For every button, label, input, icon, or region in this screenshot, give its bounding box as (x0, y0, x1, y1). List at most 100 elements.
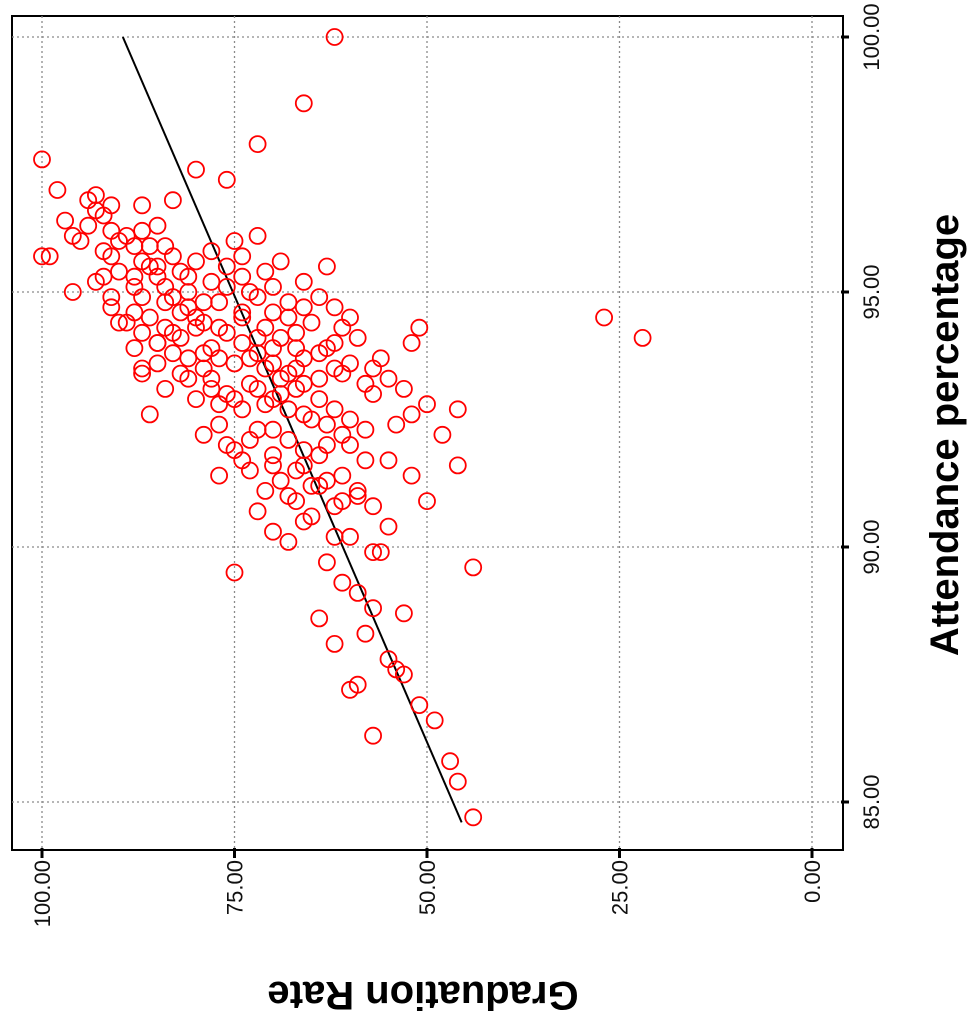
data-point-163 (287, 379, 306, 398)
data-point-137 (187, 252, 205, 271)
data-point-206 (264, 456, 282, 475)
data-point-153 (356, 420, 375, 439)
data-point-234 (402, 405, 421, 424)
data-point-155 (325, 298, 344, 317)
data-point-25 (317, 257, 336, 276)
data-point-21 (33, 247, 51, 266)
data-point-167 (264, 277, 282, 296)
y-axis-ticks: 0.00 25.00 50.00 75.00 100.00 (30, 848, 825, 927)
data-point-82 (379, 517, 398, 536)
data-point-168 (248, 288, 267, 307)
data-point-46 (125, 339, 144, 358)
data-point-196 (171, 328, 190, 347)
data-point-118 (394, 379, 413, 398)
data-point-90 (348, 584, 367, 602)
data-point-67 (279, 430, 298, 449)
data-point-92 (310, 609, 329, 628)
data-point-221 (264, 420, 282, 439)
data-point-164 (233, 247, 252, 266)
data-point-117 (410, 318, 429, 337)
data-point-165 (217, 257, 236, 276)
data-point-158 (348, 328, 367, 347)
data-point-107 (433, 425, 452, 444)
data-point-49 (179, 349, 198, 368)
data-point-32 (63, 283, 82, 301)
data-point-173 (287, 339, 306, 358)
data-point-120 (271, 252, 290, 271)
data-point-134 (248, 226, 267, 245)
data-point-100 (364, 726, 383, 745)
data-point-98 (410, 696, 429, 714)
data-point-210 (279, 487, 298, 505)
data-point-169 (294, 298, 313, 317)
data-point-75 (271, 471, 290, 490)
y-tick-label-4: 100.00 (30, 860, 55, 927)
data-point-184 (148, 216, 167, 235)
data-point-172 (271, 328, 290, 347)
data-point-177 (248, 379, 267, 398)
data-point-199 (194, 359, 213, 378)
data-point-198 (210, 349, 229, 368)
data-point-195 (156, 318, 175, 337)
x-tick-label-2: 95.00 (859, 264, 884, 319)
data-point-159 (317, 339, 336, 358)
data-point-183 (341, 436, 359, 454)
data-point-26 (110, 262, 128, 281)
data-point-1 (294, 94, 313, 113)
data-point-89 (333, 573, 352, 592)
data-point-138 (171, 262, 190, 281)
x-axis-ticks: 85.00 90.00 95.00 100.00 (841, 3, 884, 830)
data-point-56 (156, 379, 175, 398)
data-point-189 (148, 257, 167, 276)
data-point-17 (71, 232, 90, 250)
data-point-171 (256, 318, 275, 337)
data-point-133 (364, 385, 383, 403)
data-point-207 (287, 461, 306, 480)
data-point-176 (271, 369, 290, 388)
y-tick-label-3: 75.00 (223, 860, 248, 915)
data-point-51 (133, 359, 152, 378)
data-point-187 (140, 237, 159, 256)
data-point-188 (163, 247, 182, 266)
data-point-59 (187, 390, 205, 409)
data-point-31 (217, 277, 236, 296)
data-point-109 (402, 466, 421, 485)
data-point-239 (448, 456, 467, 475)
data-point-110 (418, 492, 436, 511)
data-point-6 (48, 181, 67, 199)
y-axis-title: Graduation Rate (267, 973, 578, 1017)
data-point-215 (210, 466, 229, 485)
data-point-108 (379, 451, 398, 470)
y-tick-label-1: 25.00 (608, 860, 633, 915)
data-point-223 (110, 313, 128, 332)
x-tick-label-1: 90.00 (859, 519, 884, 574)
data-point-88 (225, 563, 244, 582)
data-point-5 (217, 170, 236, 189)
data-point-71 (356, 451, 375, 470)
data-point-180 (294, 405, 313, 424)
data-point-33 (133, 288, 152, 307)
data-point-145 (233, 334, 252, 352)
data-point-115 (387, 660, 406, 679)
data-point-157 (333, 318, 352, 337)
data-point-36 (102, 298, 121, 317)
data-point-93 (356, 624, 375, 643)
data-point-205 (310, 446, 329, 465)
data-point-174 (240, 349, 259, 368)
data-point-0 (325, 28, 344, 46)
data-point-64 (210, 415, 229, 434)
data-point-136 (202, 242, 221, 261)
data-point-224 (133, 323, 152, 342)
data-point-166 (233, 267, 252, 286)
data-point-3 (33, 150, 51, 169)
data-point-99 (425, 711, 444, 730)
data-point-13 (79, 216, 98, 235)
data-point-203 (210, 395, 229, 414)
data-point-178 (264, 390, 282, 409)
data-points (33, 28, 652, 827)
data-point-87 (317, 553, 336, 572)
data-point-91 (364, 599, 383, 618)
data-point-102 (448, 772, 467, 791)
data-point-112 (464, 558, 483, 577)
